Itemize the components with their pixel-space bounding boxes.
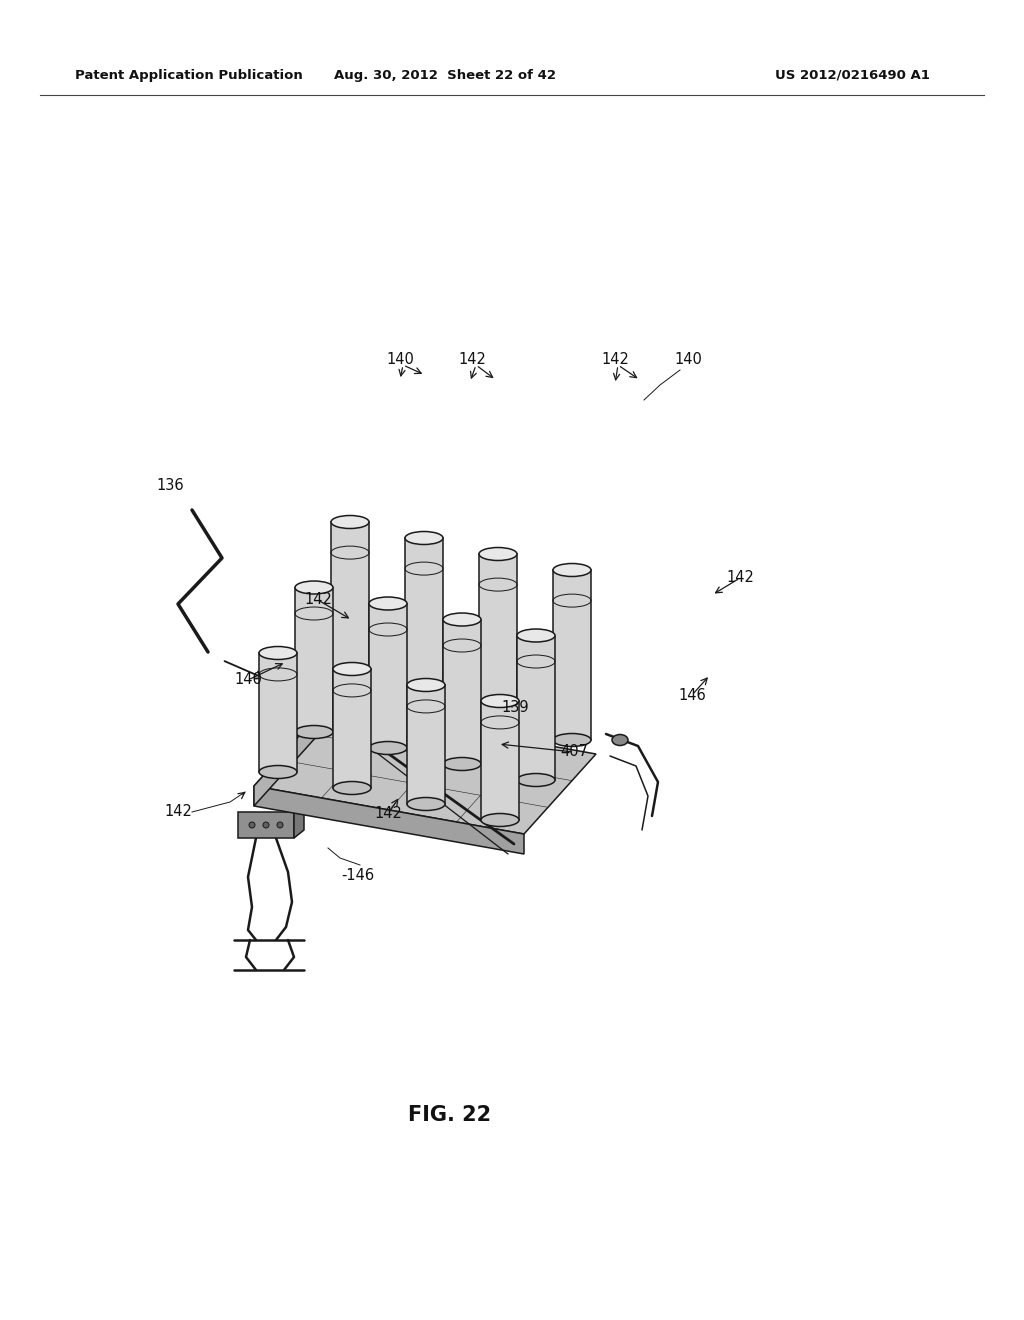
Ellipse shape [517,774,555,787]
Polygon shape [254,785,524,854]
Polygon shape [479,554,517,723]
Polygon shape [238,812,294,838]
Ellipse shape [295,581,333,594]
Polygon shape [259,653,297,772]
Ellipse shape [553,734,591,747]
Text: 142: 142 [601,352,629,367]
Ellipse shape [406,701,443,714]
Ellipse shape [369,597,407,610]
Text: FIG. 22: FIG. 22 [409,1105,492,1125]
Polygon shape [443,619,481,764]
Polygon shape [481,701,519,820]
Ellipse shape [259,766,297,779]
Polygon shape [406,539,443,708]
Ellipse shape [263,822,269,828]
Ellipse shape [295,726,333,738]
Ellipse shape [517,630,555,642]
Polygon shape [294,804,304,838]
Polygon shape [553,570,591,741]
Ellipse shape [443,758,481,771]
Text: 140: 140 [386,352,414,367]
Polygon shape [254,706,596,834]
Text: 142: 142 [458,352,486,367]
Polygon shape [517,635,555,780]
Text: -146: -146 [341,867,375,883]
Text: 407: 407 [560,744,588,759]
Ellipse shape [278,822,283,828]
Text: 140: 140 [234,672,262,688]
Text: 139: 139 [501,701,528,715]
Text: 140: 140 [674,352,701,367]
Ellipse shape [553,564,591,577]
Polygon shape [295,587,333,733]
Text: Aug. 30, 2012  Sheet 22 of 42: Aug. 30, 2012 Sheet 22 of 42 [334,69,556,82]
Text: 142: 142 [164,804,191,820]
Polygon shape [369,603,407,748]
Ellipse shape [333,781,371,795]
Ellipse shape [479,548,517,561]
Ellipse shape [612,734,628,746]
Text: Patent Application Publication: Patent Application Publication [75,69,303,82]
Ellipse shape [406,532,443,544]
Polygon shape [333,669,371,788]
Ellipse shape [479,718,517,730]
Ellipse shape [407,797,445,810]
Ellipse shape [249,822,255,828]
Text: US 2012/0216490 A1: US 2012/0216490 A1 [775,69,930,82]
Text: 142: 142 [726,570,754,586]
Ellipse shape [331,685,369,698]
Ellipse shape [369,742,407,755]
Ellipse shape [481,813,519,826]
Polygon shape [407,685,445,804]
Ellipse shape [333,663,371,676]
Ellipse shape [443,612,481,626]
Ellipse shape [481,694,519,708]
Polygon shape [331,521,369,692]
Text: 136: 136 [157,478,184,492]
Polygon shape [254,706,326,807]
Text: 142: 142 [304,593,332,607]
Ellipse shape [331,516,369,528]
Ellipse shape [407,678,445,692]
Text: 142: 142 [374,807,402,821]
Ellipse shape [259,647,297,660]
Text: 146: 146 [678,688,706,702]
